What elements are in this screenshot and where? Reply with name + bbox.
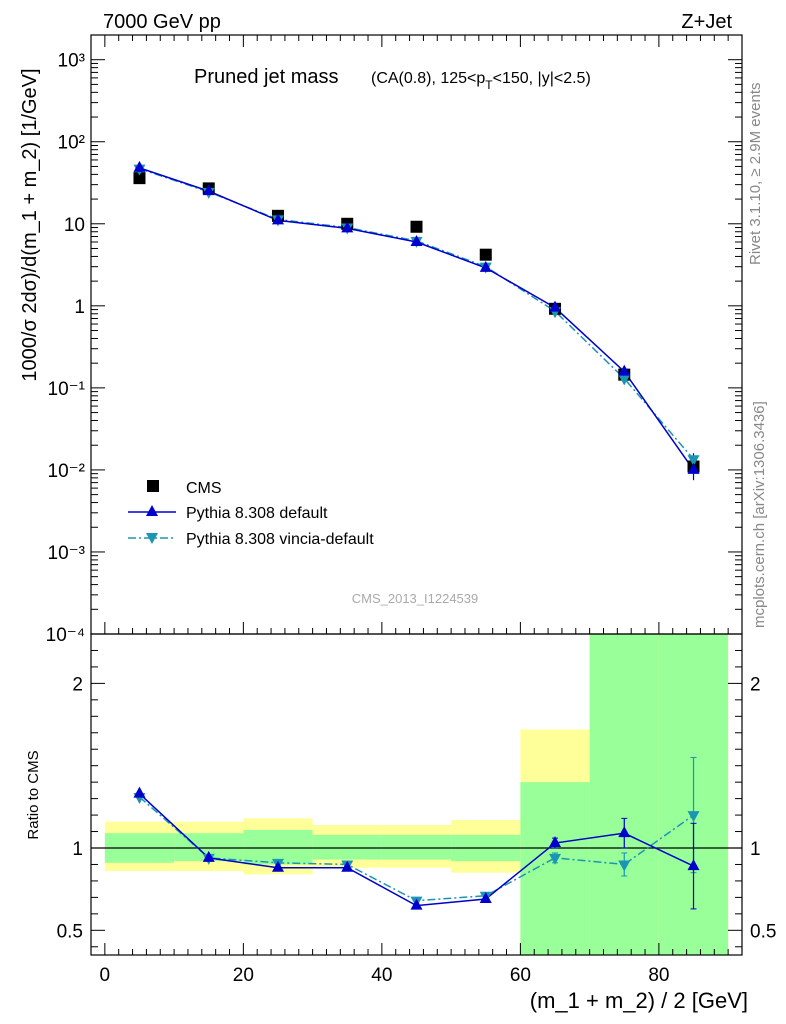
main-y-tick-label: 10⁻⁴ xyxy=(46,625,85,646)
legend-marker-vincia xyxy=(146,533,158,544)
data-point-default xyxy=(618,364,631,376)
legend: CMS Pythia 8.308 default Pythia 8.308 vi… xyxy=(128,480,374,548)
data-point-default xyxy=(549,300,562,312)
ratio-band-inner xyxy=(243,829,313,865)
legend-label-vincia: Pythia 8.308 vincia-default xyxy=(186,531,374,548)
data-point-vincia xyxy=(687,455,700,467)
legend-marker-cms xyxy=(147,480,159,492)
legend-marker-default xyxy=(146,505,158,516)
ratio-point-default xyxy=(479,892,492,904)
ratio-point-default xyxy=(618,826,631,838)
data-point-vincia xyxy=(618,374,631,386)
ratio-x-tick-label: 80 xyxy=(648,965,669,986)
data-point-cms xyxy=(410,220,423,233)
ratio-band-inner xyxy=(381,834,452,860)
ratio-band-inner xyxy=(589,634,659,955)
analysis-watermark: CMS_2013_I1224539 xyxy=(352,591,479,606)
series-line-vincia xyxy=(139,167,695,460)
ratio-ylabel: Ratio to CMS xyxy=(25,750,42,839)
main-y-tick-label: 10 xyxy=(64,215,85,236)
ratio-point-vincia xyxy=(549,853,562,865)
ratio-point-default xyxy=(133,786,146,798)
data-point-default xyxy=(687,462,700,474)
x-axis-label: (m_1 + m_2) / 2 [GeV] xyxy=(530,988,748,1013)
main-y-tick-label: 10⁻¹ xyxy=(48,379,86,400)
ratio-point-vincia xyxy=(618,860,631,872)
ratio-x-tick-label: 40 xyxy=(371,965,392,986)
process-label: Z+Jet xyxy=(681,11,732,33)
main-y-tick-label: 10⁻² xyxy=(48,461,86,482)
ratio-y-tick-label-right: 0.5 xyxy=(750,921,776,942)
ratio-y-tick-label-right: 2 xyxy=(750,674,761,695)
ratio-point-default xyxy=(687,859,700,871)
ratio-x-tick-label: 60 xyxy=(510,965,531,986)
ratio-y-tick-label: 2 xyxy=(72,674,83,695)
ratio-point-default xyxy=(410,898,423,910)
main-y-tick-label: 10² xyxy=(58,133,85,154)
ratio-x-tick-label: 20 xyxy=(233,965,254,986)
data-point-default xyxy=(133,160,146,172)
rivet-label: Rivet 3.1.10, ≥ 2.9M events xyxy=(747,83,764,266)
title-main: Pruned jet mass xyxy=(194,66,339,88)
ratio-band-inner xyxy=(312,834,382,860)
main-y-tick-label: 10⁻³ xyxy=(48,543,86,564)
ratio-y-tick-label-right: 1 xyxy=(750,839,761,860)
ratio-y-tick-label: 1 xyxy=(72,839,83,860)
data-point-cms xyxy=(479,248,492,261)
main-y-tick-label: 1 xyxy=(74,297,85,318)
series-line-default xyxy=(139,167,695,471)
main-y-tick-label: 10³ xyxy=(58,51,85,72)
mcplots-label: mcplots.cern.ch [arXiv:1306.3436] xyxy=(751,401,768,628)
chart-marks: 10⁻⁴ 10⁻³ 10⁻² 10⁻¹ 1 10 10² 10³ 0 20 40 60 80 0.5 0.5… xyxy=(46,34,776,986)
ratio-band-inner xyxy=(520,782,590,955)
data-point-default xyxy=(341,221,354,233)
data-point-cms xyxy=(133,172,146,185)
data-point-default xyxy=(410,234,423,246)
ratio-point-default xyxy=(271,860,284,872)
ratio-point-default xyxy=(549,836,562,848)
ratio-x-tick-label: 0 xyxy=(100,965,111,986)
data-point-default xyxy=(271,213,284,225)
data-point-default xyxy=(202,184,215,196)
ratio-plot-frame xyxy=(90,633,743,956)
data-point-default xyxy=(479,260,492,272)
plot-title: Pruned jet mass (CA(0.8), 125<pT<150, |y… xyxy=(194,66,591,92)
title-sub: (CA(0.8), 125<pT<150, |y|<2.5) xyxy=(371,70,591,92)
legend-label-cms: CMS xyxy=(186,480,222,497)
ratio-point-vincia xyxy=(687,811,700,823)
ratio-y-tick-label: 0.5 xyxy=(57,921,83,942)
ratio-point-default xyxy=(202,850,215,862)
legend-label-default: Pythia 8.308 default xyxy=(186,505,328,522)
ratio-point-default xyxy=(341,860,354,872)
energy-label: 7000 GeV pp xyxy=(103,11,221,33)
main-ylabel: 1000/σ 2dσ)/d(m_1 + m_2) [1/GeV] xyxy=(19,68,41,381)
